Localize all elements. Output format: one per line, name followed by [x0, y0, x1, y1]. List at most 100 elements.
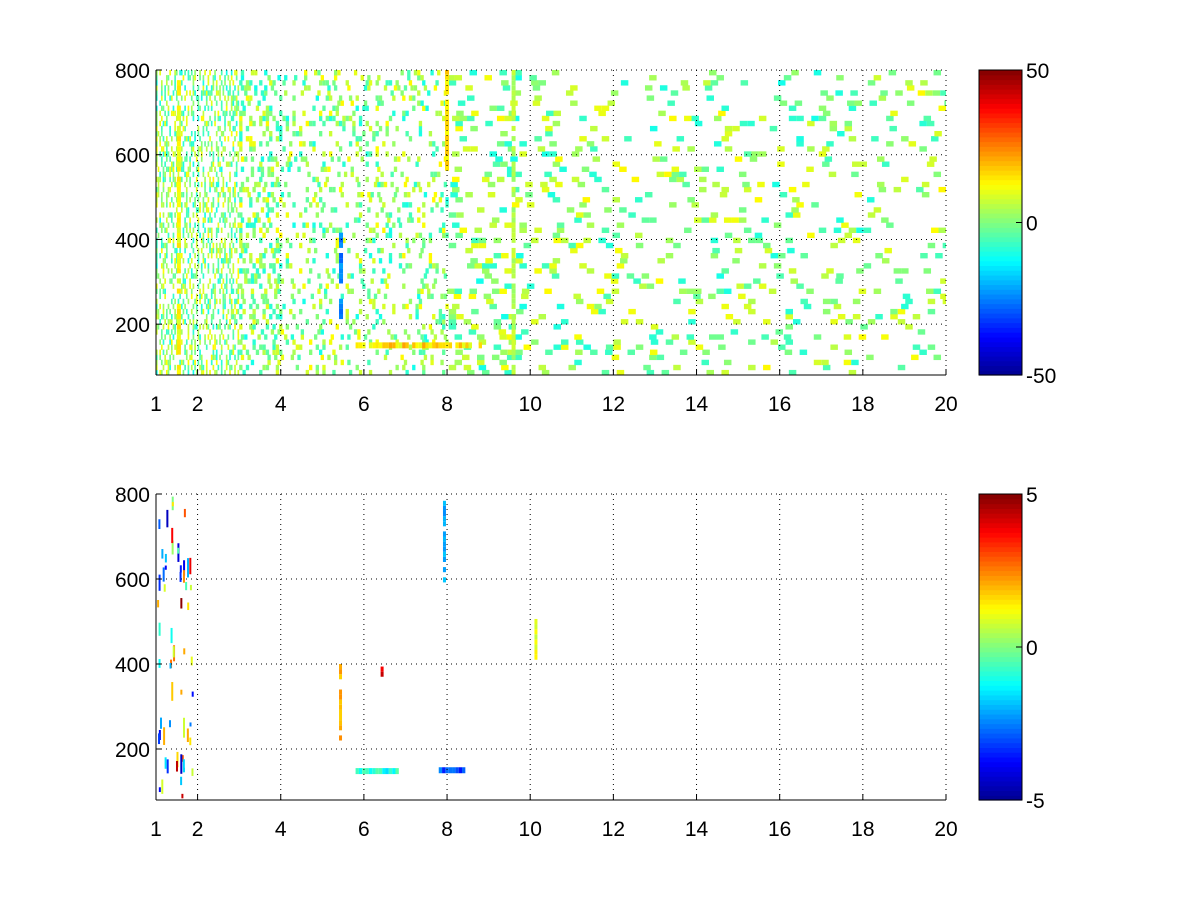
- heatmap-cell: [489, 303, 497, 310]
- heatmap-cell: [829, 125, 838, 132]
- heatmap-cell: [160, 105, 163, 111]
- heatmap-cell: [325, 115, 329, 122]
- heatmap-cell: [375, 232, 379, 239]
- heatmap-cell: [428, 232, 433, 239]
- heatmap-cell: [166, 509, 169, 528]
- heatmap-cell: [315, 95, 319, 101]
- heatmap-cell: [415, 161, 419, 167]
- heatmap-cell: [851, 171, 859, 178]
- heatmap-cell: [195, 293, 198, 300]
- heatmap-cell: [691, 115, 700, 122]
- heatmap-cell: [207, 171, 210, 178]
- heatmap-cell: [626, 273, 635, 279]
- heatmap-cell: [219, 319, 221, 325]
- heatmap-cell: [335, 141, 339, 147]
- heatmap-cell: [418, 303, 423, 310]
- heatmap-cell: [837, 131, 845, 137]
- heatmap-cell: [367, 85, 371, 91]
- heatmap-cell: [199, 339, 201, 345]
- colorbar-swatch: [979, 284, 1022, 290]
- heatmap-cell: [174, 110, 176, 117]
- heatmap-cell: [164, 85, 166, 91]
- feature-vertical-band: [511, 263, 516, 269]
- heatmap-cell: [496, 105, 505, 111]
- heatmap-cell: [255, 319, 260, 325]
- heatmap-cell: [763, 242, 771, 249]
- feature-strong-vertical-band: [176, 176, 181, 182]
- heatmap-cell: [159, 293, 161, 300]
- heatmap-cell: [192, 247, 195, 254]
- heatmap-cell: [262, 222, 266, 228]
- heatmap-cell: [447, 288, 455, 294]
- heatmap-cell: [289, 141, 293, 147]
- heatmap-cell: [244, 90, 248, 96]
- heatmap-cell: [199, 202, 201, 208]
- heatmap-cell: [649, 125, 658, 132]
- colorbar-swatch: [979, 785, 1022, 792]
- heatmap-cell: [237, 308, 240, 315]
- heatmap-cell: [521, 293, 529, 300]
- heatmap-cell: [338, 186, 343, 193]
- heatmap-cell: [237, 334, 240, 340]
- heatmap-cell: [225, 283, 228, 289]
- heatmap-cell: [169, 334, 171, 340]
- heatmap-cell: [314, 70, 318, 76]
- heatmap-cell: [552, 197, 561, 203]
- heatmap-cell: [933, 70, 942, 76]
- heatmap-cell: [262, 314, 266, 320]
- heatmap-cell: [180, 95, 183, 101]
- heatmap-cell: [305, 319, 310, 325]
- heatmap-cell: [219, 242, 221, 249]
- colorbar-swatch: [979, 675, 1022, 682]
- heatmap-cell: [209, 303, 211, 310]
- heatmap-cell: [222, 192, 225, 198]
- heatmap-cell: [292, 110, 296, 117]
- heatmap-cell: [156, 110, 158, 117]
- heatmap-cell: [162, 146, 165, 152]
- heatmap-cell: [225, 354, 228, 361]
- heatmap-cell: [272, 268, 276, 274]
- heatmap-cell: [174, 308, 176, 315]
- heatmap-cell: [234, 369, 236, 375]
- heatmap-cell: [264, 90, 268, 96]
- colorbar-tick-label: -50: [1026, 365, 1056, 388]
- heatmap-cell: [269, 242, 273, 249]
- feature-horizontal-streak: [368, 768, 373, 775]
- heatmap-cell: [227, 197, 230, 203]
- heatmap-cell: [455, 349, 463, 355]
- heatmap-cell: [721, 136, 729, 142]
- heatmap-cell: [499, 334, 507, 340]
- heatmap-cell: [708, 293, 716, 300]
- heatmap-cell: [405, 202, 409, 208]
- heatmap-cell: [215, 247, 218, 254]
- heatmap-cell: [442, 319, 446, 325]
- heatmap-cell: [240, 288, 245, 294]
- heatmap-cell: [225, 253, 228, 259]
- feature-horizontal-streak: [465, 342, 469, 349]
- heatmap-cell: [420, 278, 424, 284]
- heatmap-cell: [829, 120, 838, 127]
- heatmap-cell: [157, 181, 160, 188]
- heatmap-cell: [405, 303, 409, 310]
- heatmap-cell: [476, 354, 485, 361]
- y-tick-label: 200: [115, 739, 150, 762]
- heatmap-cell: [318, 115, 323, 122]
- heatmap-cell: [170, 258, 173, 264]
- heatmap-cell: [897, 308, 906, 315]
- heatmap-cell: [309, 349, 313, 355]
- heatmap-cell: [207, 141, 210, 147]
- heatmap-cell: [232, 110, 235, 117]
- colorbar-swatch: [979, 599, 1022, 605]
- heatmap-cell: [185, 242, 188, 249]
- heatmap-cell: [628, 212, 636, 218]
- heatmap-cell: [388, 115, 393, 122]
- heatmap-cell: [156, 273, 158, 279]
- y-tick-label: 800: [115, 60, 150, 83]
- heatmap-cell: [187, 110, 190, 117]
- heatmap-cell: [249, 222, 253, 228]
- heatmap-cell: [204, 70, 206, 76]
- heatmap-cell: [474, 227, 482, 233]
- heatmap-cell: [295, 344, 300, 350]
- heatmap-cell: [372, 227, 376, 233]
- heatmap-cell: [175, 268, 178, 274]
